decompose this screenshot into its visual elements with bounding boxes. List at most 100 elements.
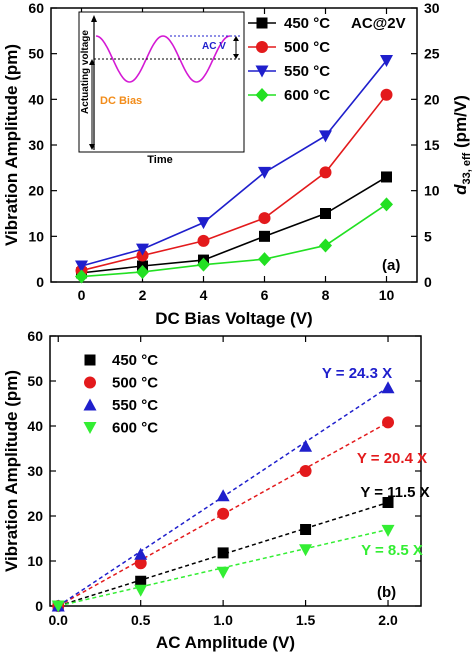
y-tick-label: 30 bbox=[27, 463, 43, 479]
y-tick-label: 20 bbox=[28, 183, 44, 199]
data-point bbox=[134, 584, 148, 597]
legend-marker bbox=[255, 65, 269, 78]
condition-annotation: AC@2V bbox=[351, 15, 406, 32]
data-point bbox=[258, 166, 271, 179]
y-tick-label: 10 bbox=[27, 553, 43, 569]
legend-label: 450 °C bbox=[284, 15, 330, 32]
legend-marker bbox=[84, 376, 96, 389]
panel-a: 0 2 4 6 8 10 0 10 20 30 40 50 60 0 5 10 15 20 25 30 DC Bias … bbox=[2, 0, 473, 328]
data-point bbox=[258, 212, 271, 225]
y2-tick-label: 15 bbox=[424, 137, 440, 153]
inset-frame bbox=[78, 11, 245, 153]
x-tick-label: 2.0 bbox=[378, 612, 398, 628]
panel-label: (b) bbox=[377, 584, 396, 601]
series-line bbox=[81, 94, 388, 272]
legend-marker bbox=[256, 17, 268, 29]
inset-x-label: Time bbox=[147, 154, 172, 166]
legend-label: 500 °C bbox=[112, 375, 158, 392]
inset-sine-wave bbox=[95, 35, 231, 83]
series-line bbox=[81, 60, 388, 267]
x-axis-label: DC Bias Voltage (V) bbox=[155, 309, 312, 328]
data-point bbox=[320, 208, 331, 219]
data-point bbox=[134, 547, 148, 560]
data-point bbox=[217, 547, 229, 559]
legend-label: 550 °C bbox=[284, 63, 330, 80]
fit-equation: Y = 20.4 X bbox=[357, 450, 427, 467]
data-point bbox=[381, 524, 395, 537]
data-point bbox=[380, 88, 393, 101]
data-point bbox=[319, 166, 332, 179]
y2-axis-label: d33, eff (pm/V) bbox=[451, 95, 473, 195]
data-point bbox=[135, 575, 147, 587]
data-point bbox=[319, 130, 332, 143]
y-tick-label: 50 bbox=[28, 46, 44, 62]
panel-label: (a) bbox=[382, 257, 400, 274]
inset-y-arrow bbox=[91, 15, 97, 22]
series-line bbox=[81, 203, 387, 278]
data-point bbox=[197, 217, 210, 230]
legend-marker bbox=[256, 41, 268, 53]
y-tick-label: 20 bbox=[27, 508, 43, 524]
y-tick-label: 60 bbox=[28, 0, 44, 16]
data-point bbox=[382, 497, 394, 508]
y2-axis-label-sub: 33, eff bbox=[461, 152, 473, 184]
legend-label: 500 °C bbox=[284, 39, 330, 56]
x-tick-label: 1.5 bbox=[296, 612, 316, 628]
y-axis-label: Vibration Amplitude (pm) bbox=[2, 370, 21, 572]
data-point bbox=[75, 260, 88, 273]
data-point bbox=[319, 238, 332, 253]
data-point bbox=[300, 524, 312, 535]
y2-tick-label: 30 bbox=[424, 0, 440, 16]
data-point bbox=[136, 264, 149, 279]
inset-ac-arrow-head-bottom bbox=[233, 54, 239, 59]
data-point bbox=[381, 171, 392, 183]
fit-equation: Y = 8.5 X bbox=[361, 542, 423, 559]
x-tick-label: 2 bbox=[139, 287, 147, 303]
y-tick-label: 40 bbox=[28, 91, 44, 107]
data-point bbox=[382, 416, 395, 429]
y-tick-label: 10 bbox=[28, 228, 44, 244]
data-point bbox=[381, 381, 395, 394]
inset-dc-label: DC Bias bbox=[100, 95, 142, 107]
fit-equation: Y = 24.3 X bbox=[322, 365, 392, 382]
x-tick-label: 4 bbox=[200, 287, 208, 303]
x-tick-label: 0 bbox=[78, 287, 86, 303]
data-point bbox=[380, 55, 393, 68]
y-axis-label: Vibration Amplitude (pm) bbox=[2, 44, 21, 246]
x-tick-label: 10 bbox=[379, 287, 395, 303]
legend-label: 600 °C bbox=[284, 87, 330, 104]
data-point bbox=[380, 197, 393, 212]
data-point bbox=[197, 234, 210, 247]
data-point bbox=[299, 465, 312, 477]
y-tick-label: 50 bbox=[27, 373, 43, 389]
y2-tick-label: 25 bbox=[424, 46, 440, 62]
x-tick-label: 6 bbox=[261, 287, 269, 303]
data-point bbox=[217, 507, 230, 520]
inset-ac-arrow-head-top bbox=[233, 36, 239, 41]
y-tick-label: 0 bbox=[35, 598, 43, 614]
legend-label: 550 °C bbox=[112, 397, 158, 414]
data-point bbox=[136, 243, 149, 256]
y2-tick-label: 10 bbox=[424, 183, 440, 199]
legend-label: 450 °C bbox=[112, 352, 158, 369]
panel-b: 0.0 0.5 1.0 1.5 2.0 0 10 20 30 40 50 60 AC Amplitude… bbox=[2, 328, 430, 652]
data-point bbox=[216, 489, 230, 502]
series-line bbox=[81, 176, 387, 274]
data-point bbox=[134, 557, 147, 570]
x-tick-label: 0.0 bbox=[49, 612, 69, 628]
data-point bbox=[299, 439, 313, 452]
legend-marker bbox=[255, 88, 269, 102]
fit-line bbox=[58, 501, 389, 607]
data-point bbox=[51, 600, 65, 613]
x-tick-label: 8 bbox=[322, 287, 330, 303]
inset-y-label: Actuating voltage bbox=[80, 30, 91, 114]
inset-ac-label: AC V bbox=[202, 41, 226, 52]
inset-diagram: Actuating voltage Time AC V DC Bias bbox=[78, 11, 245, 166]
legend-label: 600 °C bbox=[112, 420, 158, 437]
legend-marker bbox=[83, 422, 97, 434]
y2-axis-label-main: d bbox=[451, 184, 470, 195]
y2-tick-label: 5 bbox=[424, 228, 432, 244]
x-tick-label: 0.5 bbox=[131, 612, 151, 628]
data-point bbox=[258, 252, 271, 267]
